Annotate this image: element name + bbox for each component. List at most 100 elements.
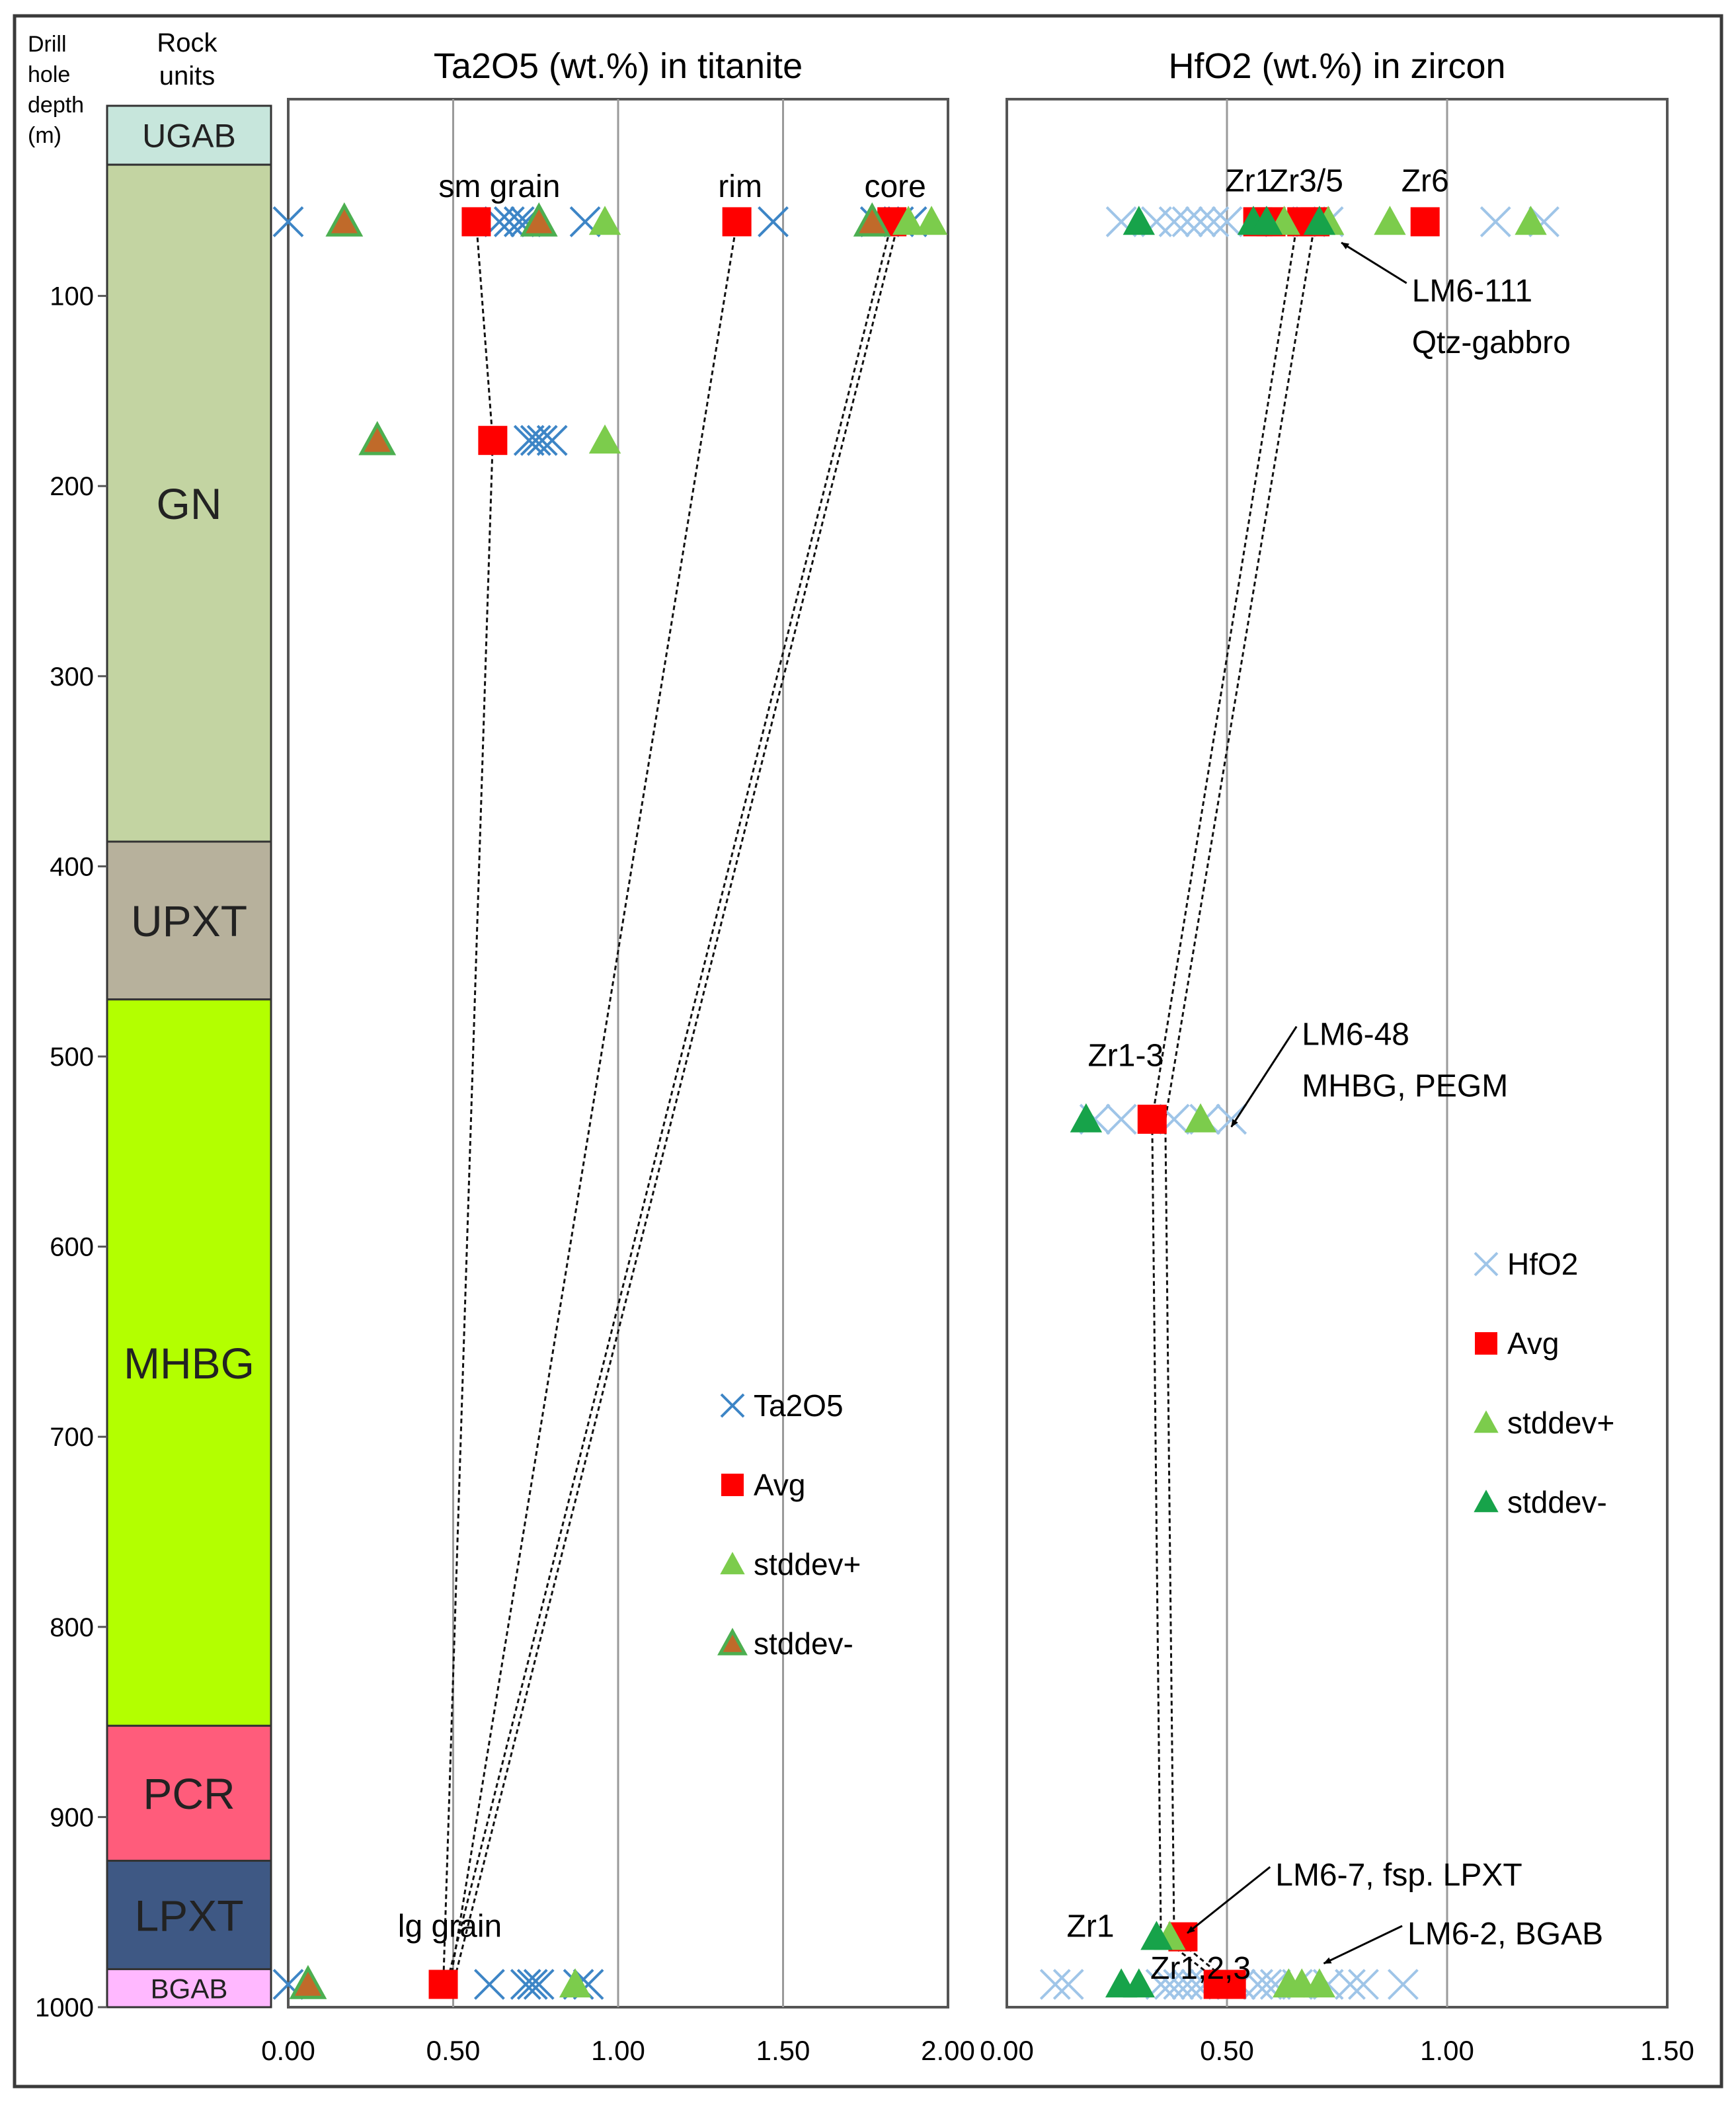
- tie-line: [1151, 221, 1299, 1985]
- hfo2-panel: HfO2 (wt.%) in zircon 0.00 0.50 1.00 1.50 Zr1…: [980, 46, 1694, 2066]
- x-tick-label: 1.00: [1420, 2035, 1474, 2066]
- depth-label-line: Drill: [28, 32, 67, 57]
- legend-label: Ta2O5: [754, 1388, 844, 1423]
- data-point-stddev: [520, 202, 558, 237]
- rock-unit-label: UGAB: [142, 118, 236, 155]
- units-label-line: units: [159, 61, 216, 91]
- data-point-stddev: [1140, 1921, 1173, 1950]
- depth-axis: 100 200 300 400 500 600 700 800 900 1000: [35, 282, 107, 2022]
- legend-label: stddev-: [754, 1626, 853, 1661]
- data-point-stddev: [915, 206, 948, 235]
- callout-label: MHBG, PEGM: [1302, 1069, 1508, 1104]
- legend-marker: [721, 1474, 744, 1496]
- depth-tick-label: 100: [50, 282, 94, 311]
- legend-label: Avg: [754, 1468, 805, 1502]
- legend-marker: [1474, 1252, 1499, 1277]
- data-point-stddev: [1184, 1103, 1217, 1133]
- legend-label: Avg: [1507, 1326, 1559, 1361]
- data-point-stddev: [1250, 206, 1283, 235]
- data-point-hfo2: [1105, 1103, 1137, 1135]
- data-point-avg: [1216, 1970, 1246, 1999]
- data-point-ta2o5: [523, 1969, 555, 2000]
- data-point-hfo2: [1335, 1969, 1366, 2000]
- data-point-ta2o5: [758, 206, 789, 237]
- rock-unit-pcr: [106, 1724, 272, 1862]
- data-point-hfo2: [1211, 206, 1243, 237]
- ta2o5-panel: Ta2O5 (wt.%) in titanite 0.00 0.50 1.00 1.50…: [261, 46, 975, 2066]
- annotation-label: Zr1: [1067, 1909, 1115, 1944]
- legend-label: stddev+: [1507, 1406, 1614, 1440]
- legend-marker: [720, 1393, 745, 1418]
- rock-unit-lpxt: [106, 1860, 272, 1970]
- data-point-ta2o5: [473, 1969, 505, 2000]
- legend-marker: [1475, 1332, 1497, 1355]
- annotation-label: sm grain: [438, 169, 560, 204]
- depth-tick-label: 500: [50, 1043, 94, 1072]
- legend-label: HfO2: [1507, 1247, 1578, 1281]
- annotation-label: Zr3/5: [1269, 163, 1343, 198]
- annotation-label: core: [864, 169, 926, 204]
- callout-arrow: [1341, 241, 1407, 284]
- rock-unit-mhbg: [106, 998, 272, 1727]
- data-point-stddev: [559, 1968, 592, 1998]
- data-point-ta2o5: [536, 424, 568, 456]
- plot-frame: [1006, 98, 1669, 2009]
- rock-unit-label: LPXT: [134, 1891, 243, 1940]
- data-point-stddev: [1374, 206, 1406, 235]
- depth-label-line: hole: [28, 62, 70, 87]
- annotation-label: Zr6: [1401, 163, 1449, 198]
- callout-label: LM6-111: [1412, 274, 1532, 309]
- rock-unit-ugab: [106, 104, 272, 166]
- data-point-stddev: [892, 206, 925, 235]
- depth-label-line: (m): [28, 123, 61, 148]
- data-point-stddev: [1123, 1968, 1155, 1998]
- x-tick-label: 0.00: [980, 2035, 1034, 2066]
- legend-marker: [1474, 1410, 1499, 1433]
- x-tick-label: 2.00: [921, 2035, 975, 2066]
- data-point-stddev: [1303, 206, 1336, 235]
- rock-units-column: UGAB GN UPXT MHBG PCR LPXT BGAB: [106, 104, 272, 2009]
- rock-unit-label: UPXT: [131, 896, 247, 945]
- data-point-stddev: [325, 202, 364, 237]
- data-point-hfo2: [1185, 206, 1216, 237]
- data-point-hfo2: [1480, 206, 1511, 237]
- callout-arrow: [1230, 1025, 1298, 1128]
- depth-tick-label: 900: [50, 1803, 94, 1832]
- annotation-label: Zr1,2,3: [1150, 1951, 1251, 1986]
- data-point-stddev: [588, 424, 621, 454]
- tie-line: [449, 221, 738, 1985]
- data-point-stddev: [1303, 1968, 1336, 1998]
- depth-tick-label: 400: [50, 852, 94, 881]
- annotation-label: Zr1-3: [1087, 1038, 1164, 1073]
- x-tick-label: 0.00: [261, 2035, 315, 2066]
- depth-label-line: depth: [28, 93, 84, 118]
- data-point-hfo2: [1158, 206, 1190, 237]
- rock-unit-label: GN: [157, 479, 222, 528]
- data-point-ta2o5: [513, 424, 545, 456]
- data-point-hfo2: [1171, 206, 1203, 237]
- data-point-ta2o5: [510, 1969, 541, 2000]
- rock-unit-label: BGAB: [151, 1973, 228, 2004]
- callout-label: LM6-7, fsp. LPXT: [1275, 1858, 1522, 1893]
- data-point-stddev: [1070, 1103, 1103, 1133]
- data-point-ta2o5: [272, 206, 304, 237]
- x-tick-label: 1.50: [1640, 2035, 1694, 2066]
- depth-tick-label: 300: [50, 662, 94, 692]
- data-point-ta2o5: [526, 424, 558, 456]
- data-point-stddev: [358, 420, 397, 456]
- data-point-hfo2: [1039, 1969, 1071, 2000]
- data-point-hfo2: [1387, 1969, 1419, 2000]
- data-point-stddev: [588, 206, 621, 235]
- data-point-hfo2: [1198, 206, 1230, 237]
- rock-unit-gn: [106, 163, 272, 843]
- rock-unit-label: PCR: [143, 1769, 235, 1818]
- data-point-avg: [428, 1970, 458, 1999]
- legend-marker: [717, 1628, 748, 1655]
- data-point-ta2o5: [516, 1969, 548, 2000]
- depth-tick-label: 200: [50, 472, 94, 501]
- callout-label: LM6-48: [1302, 1017, 1409, 1053]
- callout-arrow: [1187, 1866, 1271, 1934]
- x-tick-label: 0.50: [1200, 2035, 1254, 2066]
- x-tick-label: 1.50: [756, 2035, 810, 2066]
- data-point-avg: [478, 426, 508, 456]
